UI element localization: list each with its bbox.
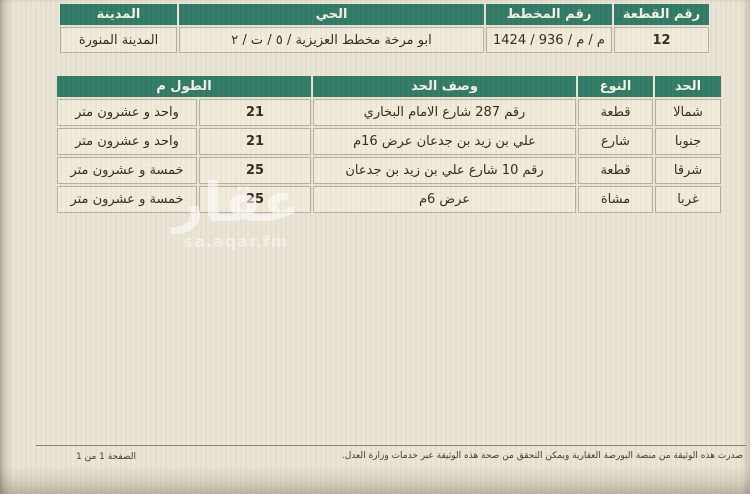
boundary-description: عرض 6م [313, 186, 576, 213]
boundary-name: غربا [655, 186, 721, 213]
col-header-district: الحي [179, 4, 484, 25]
boundary-length-text: واحد و عشرون متر [57, 99, 197, 126]
col-header-description: وصف الحد [313, 76, 576, 97]
boundary-row-north: شمالا قطعة رقم 287 شارع الامام البخاري 2… [57, 99, 721, 126]
aqar-domain-text: sa.aqar.fm [183, 232, 289, 251]
boundary-row-west: غربا مشاة عرض 6م 25 خمسة و عشرون متر [57, 186, 721, 213]
parcel-info-table: رقم القطعة رقم المخطط الحي المدينة 12 م … [58, 2, 711, 55]
boundary-type: قطعة [578, 157, 653, 184]
boundary-length: 21 [199, 128, 311, 155]
boundary-length-text: خمسة و عشرون متر [57, 186, 197, 213]
boundary-length: 25 [199, 157, 311, 184]
boundaries-table: الحد النوع وصف الحد الطول م شمالا قطعة ر… [55, 74, 723, 215]
col-header-plan-number: رقم المخطط [486, 4, 612, 25]
col-header-plot-number: رقم القطعة [614, 4, 709, 25]
boundary-length-text: واحد و عشرون متر [57, 128, 197, 155]
boundary-name: شرقا [655, 157, 721, 184]
boundary-type: مشاة [578, 186, 653, 213]
col-header-boundary: الحد [655, 76, 721, 97]
boundary-name: جنوبا [655, 128, 721, 155]
boundary-row-south: جنوبا شارع علي بن زيد بن جدعان عرض 16م 2… [57, 128, 721, 155]
boundary-name: شمالا [655, 99, 721, 126]
boundary-length: 25 [199, 186, 311, 213]
boundaries-header-row: الحد النوع وصف الحد الطول م [57, 76, 721, 97]
plot-number-value: 12 [614, 27, 709, 53]
boundary-length-text: خمسة و عشرون متر [57, 157, 197, 184]
footer-divider [36, 445, 746, 446]
parcel-info-header-row: رقم القطعة رقم المخطط الحي المدينة [60, 4, 709, 25]
boundary-type: شارع [578, 128, 653, 155]
col-header-type: النوع [578, 76, 653, 97]
boundary-length: 21 [199, 99, 311, 126]
footer-notice-text: صدرت هذه الوثيقة من منصة البورصة العقاري… [341, 451, 743, 461]
boundary-description: رقم 287 شارع الامام البخاري [313, 99, 576, 126]
parcel-info-value-row: 12 م / م / 936 / 1424 ابو مرخة مخطط العز… [60, 27, 709, 53]
boundary-row-east: شرقا قطعة رقم 10 شارع علي بن زيد بن جدعا… [57, 157, 721, 184]
district-value: ابو مرخة مخطط العزيزية / ٥ / ت / ٢ [179, 27, 484, 53]
col-header-length: الطول م [57, 76, 311, 97]
plan-number-value: م / م / 936 / 1424 [486, 27, 612, 53]
boundary-type: قطعة [578, 99, 653, 126]
city-value: المدينة المنورة [60, 27, 177, 53]
boundary-description: علي بن زيد بن جدعان عرض 16م [313, 128, 576, 155]
boundary-description: رقم 10 شارع علي بن زيد بن جدعان [313, 157, 576, 184]
page-indicator: الصفحة 1 من 1 [76, 452, 136, 462]
col-header-city: المدينة [60, 4, 177, 25]
